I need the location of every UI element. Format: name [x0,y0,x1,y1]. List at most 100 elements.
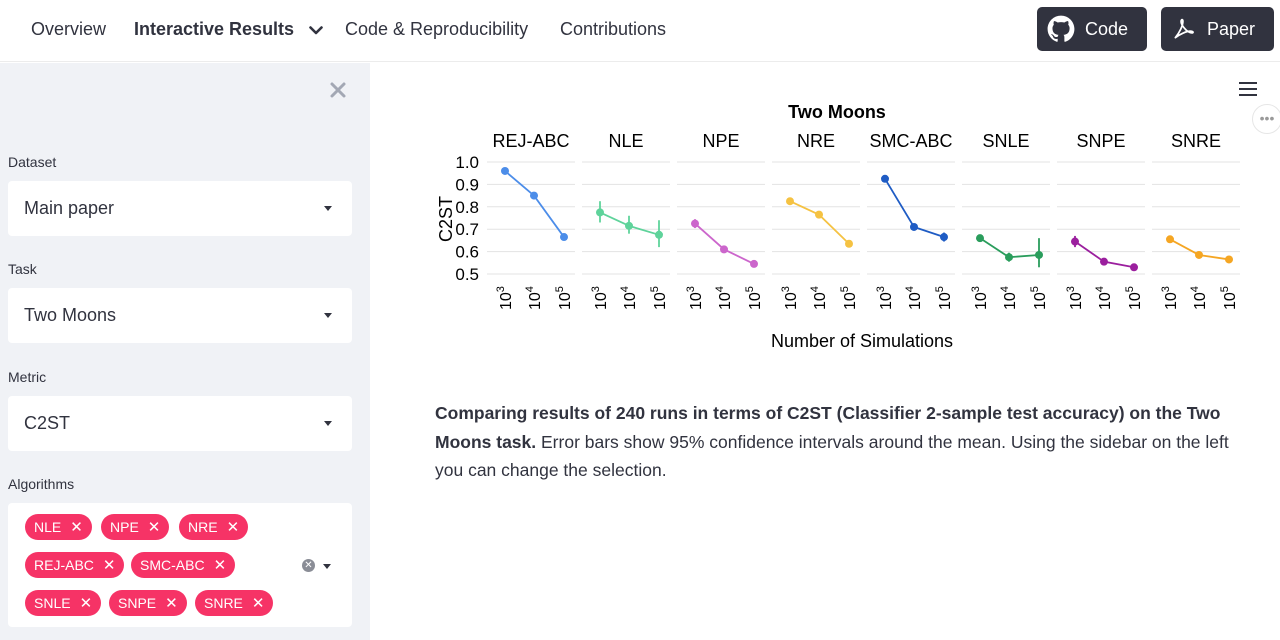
data-point [1100,257,1108,266]
pdf-icon [1174,18,1194,39]
data-point [881,174,889,183]
clear-all-icon[interactable]: ✕ [302,559,315,572]
algorithm-tag-nre[interactable]: NRE ✕ [179,514,249,540]
data-point [655,230,663,239]
panel-label-smc-abc: SMC-ABC [869,131,952,151]
algorithm-tag-npe[interactable]: NPE ✕ [101,514,170,540]
nav-contributions[interactable]: Contributions [560,19,667,39]
x-tick-label: 103 [970,286,990,310]
x-tick-label: 103 [590,286,610,310]
panel-label-npe: NPE [702,131,739,151]
remove-tag-icon[interactable]: ✕ [213,557,227,574]
data-point [691,219,699,228]
x-tick-label: 103 [1160,286,1180,310]
nav-interactive-results-label: Interactive Results [134,19,295,39]
x-tick-label: 104 [1094,286,1114,310]
tag-label: SNLE [34,595,71,611]
x-tick-label: 105 [744,286,764,310]
data-point [786,197,794,206]
dropdown-arrow-icon [324,313,332,318]
metric-select[interactable]: C2ST [8,396,352,451]
algorithm-tag-rej-abc[interactable]: REJ-ABC ✕ [25,552,125,578]
paper-button[interactable]: Paper [1161,7,1274,51]
remove-tag-icon[interactable]: ✕ [226,519,240,536]
panel-label-snle: SNLE [982,131,1029,151]
panel-label-nre: NRE [797,131,835,151]
series-line-nre [789,200,850,245]
data-point [1035,250,1043,259]
task-select[interactable]: Two Moons [8,288,352,343]
algorithm-tag-snle[interactable]: SNLE ✕ [25,590,102,616]
chevron-down-icon [309,25,323,35]
task-value: Two Moons [24,305,117,325]
remove-tag-icon[interactable]: ✕ [79,595,93,612]
algorithms-label: Algorithms [8,476,75,492]
tag-label: NPE [110,519,139,535]
metric-label: Metric [8,369,47,385]
algorithm-tag-snpe[interactable]: SNPE ✕ [109,590,187,616]
dataset-value: Main paper [24,198,115,218]
algorithm-tag-nle[interactable]: NLE ✕ [25,514,92,540]
nav-code-reproducibility[interactable]: Code & Reproducibility [345,19,529,39]
x-tick-label: 103 [875,286,895,310]
task-label: Task [8,261,37,277]
data-point [1005,253,1013,262]
data-point [625,221,633,230]
data-point [976,234,984,243]
data-point [815,210,823,219]
remove-tag-icon[interactable]: ✕ [147,519,161,536]
panel-label-snpe: SNPE [1076,131,1125,151]
remove-tag-icon[interactable]: ✕ [251,595,265,612]
x-tick-label: 104 [904,286,924,310]
results-caption: Comparing results of 240 runs in terms o… [435,399,1235,485]
algorithm-tag-smc-abc[interactable]: SMC-ABC ✕ [131,552,236,578]
x-tick-label: 103 [685,286,705,310]
nav-overview[interactable]: Overview [31,19,107,39]
tag-label: NRE [188,519,218,535]
x-tick-label: 105 [554,286,574,310]
y-tick-label: 1.0 [455,153,479,172]
data-point [720,245,728,254]
data-point [596,208,604,217]
algorithm-tag-snre[interactable]: SNRE ✕ [195,590,274,616]
dataset-label: Dataset [8,154,57,170]
code-button[interactable]: Code [1037,7,1147,51]
x-tick-label: 104 [1189,286,1209,310]
remove-tag-icon[interactable]: ✕ [102,557,116,574]
x-tick-label: 103 [1065,286,1085,310]
y-tick-label: 0.9 [455,175,479,194]
y-tick-label: 0.5 [455,265,479,284]
x-tick-label: 105 [1219,286,1239,310]
panel-label-nle: NLE [608,131,643,151]
dropdown-arrow-icon[interactable] [323,564,331,569]
nav-interactive-results[interactable]: Interactive Results [134,19,323,40]
series-line-rej-abc [504,170,565,238]
tag-label: SMC-ABC [140,557,205,573]
data-point [750,259,758,268]
close-sidebar-icon[interactable] [328,80,348,100]
x-tick-label: 103 [495,286,515,310]
sidebar: Dataset Main paper Task Two Moons Metric… [0,63,370,640]
tag-label: REJ-ABC [34,557,94,573]
y-tick-label: 0.6 [455,243,479,262]
data-point [560,233,568,242]
panel-label-rej-abc: REJ-ABC [492,131,569,151]
data-point [1225,255,1233,264]
algorithms-multiselect[interactable]: NLE ✕ NPE ✕ NRE ✕ REJ-ABC ✕ SMC-ABC ✕ SNLE ✕ S… [8,503,352,627]
x-tick-label: 105 [1029,286,1049,310]
remove-tag-icon[interactable]: ✕ [70,519,83,536]
caption-text: Error bars show 95% confidence intervals… [435,431,1229,481]
paper-button-label: Paper [1207,18,1256,39]
x-tick-label: 105 [1124,286,1144,310]
dataset-select[interactable]: Main paper [8,181,352,236]
x-tick-label: 105 [934,286,954,310]
remove-tag-icon[interactable]: ✕ [165,595,178,612]
x-tick-label: 104 [999,286,1019,310]
y-axis-label: C2ST [436,196,456,242]
data-point [1130,263,1138,272]
x-tick-label: 103 [780,286,800,310]
more-options-icon[interactable]: ••• [1252,104,1280,134]
hamburger-menu-icon[interactable] [1239,82,1257,96]
data-point [845,239,853,248]
data-point [1166,235,1174,244]
